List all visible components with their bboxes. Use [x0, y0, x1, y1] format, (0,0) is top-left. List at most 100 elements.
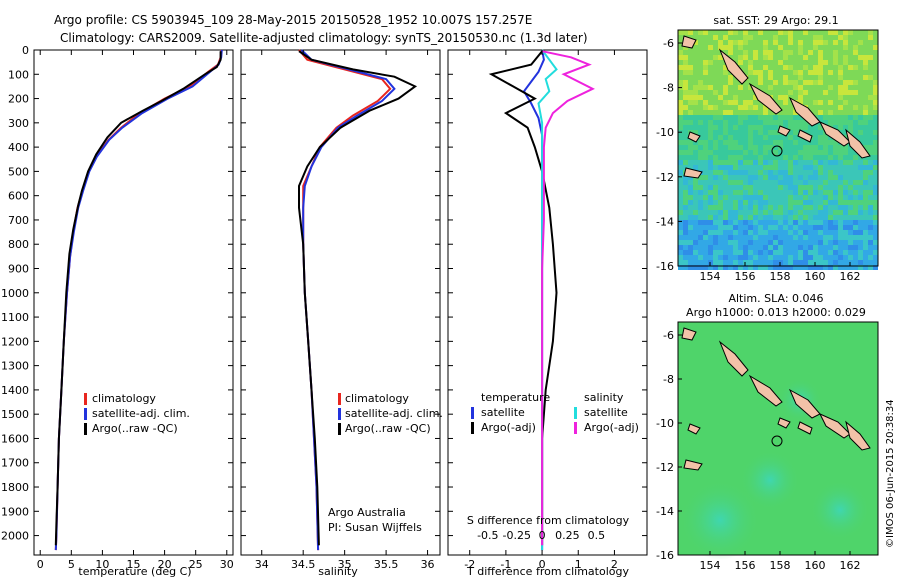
sst-cell [718, 215, 723, 220]
sst-cell [688, 225, 693, 230]
sst-cell [813, 255, 818, 260]
sst-cell [748, 235, 753, 240]
sst-cell [808, 165, 813, 170]
sst-cell [708, 225, 713, 230]
sst-cell [838, 110, 843, 115]
sst-cell [678, 100, 683, 105]
sst-cell [758, 55, 763, 60]
sst-cell [688, 180, 693, 185]
sst-cell [768, 265, 773, 270]
sst-cell [728, 180, 733, 185]
sst-cell [723, 30, 728, 35]
sst-cell [718, 90, 723, 95]
sst-cell [818, 190, 823, 195]
sst-cell [698, 130, 703, 135]
sst-cell [713, 130, 718, 135]
sst-cell [828, 250, 833, 255]
temp-xtick-label: 15 [127, 558, 141, 571]
sst-cell [788, 145, 793, 150]
sst-cell [868, 265, 873, 270]
sst-cell [843, 110, 848, 115]
sst-cell [688, 95, 693, 100]
sst-cell [733, 30, 738, 35]
sst-cell [703, 160, 708, 165]
sst-cell [688, 70, 693, 75]
sst-cell [843, 130, 848, 135]
sst-cell [818, 265, 823, 270]
sst-cell [818, 140, 823, 145]
sst-cell [823, 80, 828, 85]
sst-cell [798, 185, 803, 190]
sst-cell [803, 265, 808, 270]
sst-cell [743, 85, 748, 90]
sst-cell [863, 105, 868, 110]
sst-cell [678, 200, 683, 205]
depth-tick-label: 500 [8, 165, 29, 178]
sst-cell [873, 220, 878, 225]
sst-cell [853, 65, 858, 70]
sst-cell [743, 235, 748, 240]
sst-cell [838, 150, 843, 155]
sst-cell [693, 90, 698, 95]
sst-cell [693, 85, 698, 90]
sst-cell [848, 205, 853, 210]
sst-cell [678, 120, 683, 125]
island-landmass [777, 125, 791, 137]
sst-cell [798, 60, 803, 65]
sst-cell [813, 170, 818, 175]
sst-cell [728, 45, 733, 50]
sst-cell [798, 260, 803, 265]
sst-cell [678, 125, 683, 130]
sst-cell [828, 185, 833, 190]
sst-cell [688, 35, 693, 40]
sst-cell [738, 180, 743, 185]
sst-cell [798, 120, 803, 125]
sst-cell [858, 130, 863, 135]
sst-cell [783, 220, 788, 225]
sst-cell [873, 40, 878, 45]
sst-cell [768, 250, 773, 255]
sst-cell [708, 50, 713, 55]
sst-cell [733, 230, 738, 235]
sst-cell [678, 45, 683, 50]
sst-cell [728, 230, 733, 235]
sst-cell [738, 165, 743, 170]
sst-cell [678, 205, 683, 210]
sst-cell [733, 220, 738, 225]
sst-cell [718, 120, 723, 125]
sst-cell [763, 45, 768, 50]
sst-cell [808, 140, 813, 145]
sst-cell [858, 205, 863, 210]
sst-cell [828, 160, 833, 165]
sst-cell [743, 250, 748, 255]
sst-cell [868, 185, 873, 190]
map_sst-ytick-label: -14 [656, 215, 674, 228]
sst-cell [833, 170, 838, 175]
sst-cell [708, 30, 713, 35]
sst-cell [803, 75, 808, 80]
sst-cell [798, 145, 803, 150]
sst-cell [743, 65, 748, 70]
sst-cell [813, 90, 818, 95]
sst-cell [818, 240, 823, 245]
sst-cell [873, 205, 878, 210]
sst-cell [813, 175, 818, 180]
sst-cell [868, 85, 873, 90]
sst-cell [688, 245, 693, 250]
sst-cell [823, 260, 828, 265]
sst-cell [763, 225, 768, 230]
sst-cell [768, 90, 773, 95]
legend-climatology-swatch [84, 393, 87, 405]
sst-cell [733, 240, 738, 245]
sst-cell [758, 240, 763, 245]
sst-cell [858, 45, 863, 50]
sst-cell [783, 60, 788, 65]
sst-cell [718, 155, 723, 160]
sst-cell [753, 130, 758, 135]
sst-cell [828, 240, 833, 245]
sst-cell [708, 140, 713, 145]
sst-cell [823, 45, 828, 50]
sst-cell [693, 60, 698, 65]
sst-cell [693, 115, 698, 120]
sst-cell [803, 215, 808, 220]
